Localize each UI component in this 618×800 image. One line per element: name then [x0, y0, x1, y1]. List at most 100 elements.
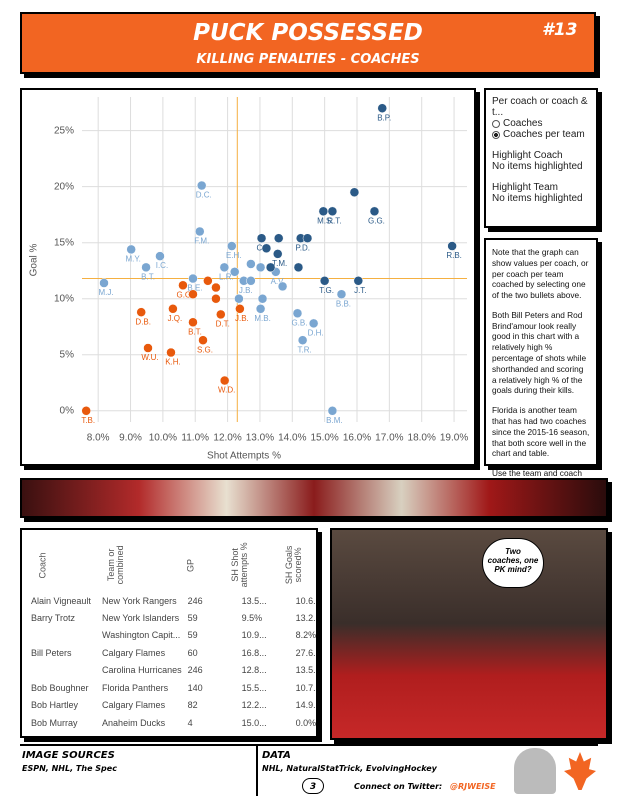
- cell-text: Anaheim Ducks: [102, 735, 165, 736]
- radio[interactable]: [492, 130, 500, 139]
- point: [235, 304, 245, 314]
- cell: 10.6...: [293, 592, 316, 609]
- cell-text: Bill Peters: [31, 647, 72, 658]
- cell-text: 82: [188, 735, 198, 736]
- point-label: R.T.: [327, 216, 341, 225]
- connect: Connect on Twitter:: [354, 782, 443, 791]
- point: [188, 317, 198, 328]
- y-tick-label: 25%: [54, 125, 74, 136]
- point: [188, 273, 198, 284]
- point: [256, 233, 267, 243]
- x-axis-title: Shot Attempts %: [207, 451, 281, 462]
- header-text: Coach: [37, 552, 48, 579]
- cell: Bob Boughner: [28, 679, 99, 697]
- point: [168, 304, 178, 314]
- y-tick-label: 5%: [60, 349, 75, 360]
- point: [277, 281, 288, 292]
- table: Coach Team or combined GP SH Shot attempts …: [28, 532, 316, 736]
- photo-strip: [20, 478, 608, 518]
- header-text: SH Shot attempts %: [229, 542, 250, 588]
- cell-text: Bob Hartley: [31, 700, 79, 711]
- table-panel: Coach Team or combined GP SH Shot attempts …: [20, 528, 318, 738]
- radio-label[interactable]: Coaches per team: [503, 129, 585, 140]
- cell: 246: [185, 662, 239, 680]
- cell: Bob Murray: [28, 714, 99, 732]
- cell: 4: [185, 714, 239, 732]
- cell: Anaheim Ducks: [99, 714, 185, 732]
- point-label: D.H.: [308, 328, 324, 337]
- cell: 12.2...: [239, 697, 293, 715]
- cell: 59: [185, 609, 239, 627]
- point: [219, 375, 230, 386]
- radio-option[interactable]: Coaches per team: [492, 129, 590, 140]
- divider: [256, 746, 258, 796]
- cell: 13.5...: [239, 592, 293, 609]
- cell-text: 13.5...: [241, 595, 267, 606]
- radio-option[interactable]: Coaches: [492, 118, 590, 129]
- cell: 60: [185, 644, 239, 662]
- point: [292, 308, 303, 319]
- cell: [28, 627, 99, 645]
- cell-text: Calgary Flames: [102, 700, 166, 711]
- note: Both Bill Peters and Rod Brind'amour loo…: [492, 309, 587, 396]
- point: [198, 335, 208, 345]
- point: [155, 251, 165, 261]
- cell: 12.8...: [239, 662, 293, 680]
- point: [327, 206, 338, 217]
- cell: 82: [185, 697, 239, 715]
- point-label: B.B.: [336, 299, 351, 308]
- header: PUCK POSSESSED KILLING PENALTIES - COACH…: [20, 12, 596, 74]
- point: [143, 343, 153, 353]
- point: [261, 243, 272, 254]
- point-label: B.P.: [377, 113, 391, 122]
- point: [319, 276, 330, 286]
- cell: Calgary Flames: [99, 697, 185, 715]
- data-sources: NHL, NaturalStatTrick, EvolvingHockey: [262, 764, 437, 773]
- point: [293, 262, 304, 273]
- x-tick-label: 8.0%: [87, 433, 110, 444]
- header-text: Team or combined: [105, 545, 126, 585]
- cell-text: 246: [187, 595, 203, 606]
- filter-panel: Per coach or coach & t... Coaches Coaches…: [484, 88, 598, 228]
- point-label: M.Y.: [125, 255, 140, 264]
- x-tick-label: 12.0%: [213, 433, 241, 444]
- cell: 82: [185, 732, 239, 736]
- cell-text: Washington Capit...: [102, 630, 181, 641]
- cell: Alain Vigneault: [28, 592, 99, 609]
- point: [178, 280, 188, 291]
- point-label: D.C.: [196, 191, 212, 200]
- highlight-coach-value[interactable]: No items highlighted: [492, 161, 583, 172]
- point-label: W.D.: [218, 386, 235, 395]
- point: [265, 262, 276, 273]
- point: [349, 187, 360, 198]
- cell: 13.2...: [293, 609, 316, 627]
- note: Note that the graph can show values per …: [492, 247, 589, 301]
- row: Washington Capit... 59 10.9... 8.2%: [28, 627, 316, 645]
- twitter-handle[interactable]: @RJWEISE: [450, 782, 496, 791]
- note: Florida is another team that has had two…: [492, 405, 590, 459]
- x-tick-label: 17.0%: [375, 433, 403, 444]
- cell-text: Bob Murray: [31, 717, 78, 728]
- point-label: I.C.: [156, 261, 168, 270]
- radio-label[interactable]: Coaches: [503, 118, 543, 129]
- avatar: [514, 748, 556, 794]
- point: [203, 276, 213, 286]
- highlight-team-value[interactable]: No items highlighted: [492, 193, 583, 204]
- cell: 9.5%: [239, 609, 293, 627]
- highlight-coach-label: Highlight Coach: [492, 150, 563, 161]
- cell: Anaheim Ducks: [99, 732, 185, 736]
- point: [211, 282, 221, 293]
- radio[interactable]: [492, 119, 500, 128]
- row: Carolina Hurricanes 246 12.8... 13.5...: [28, 662, 316, 680]
- cell-text: New York Rangers: [102, 595, 177, 606]
- cell: Bill Peters: [28, 644, 99, 662]
- subtitle: KILLING PENALTIES - COACHES: [196, 52, 420, 67]
- issue: #13: [542, 20, 578, 40]
- cell-text: 4: [187, 717, 193, 728]
- cell-text: 15.9...: [296, 735, 316, 736]
- point-label: S.G.: [197, 345, 213, 354]
- row: Bob Hartley Calgary Flames 82 12.2... 14.9..…: [28, 697, 316, 715]
- cell-text: Barry Trotz: [31, 612, 76, 623]
- cell-text: Bruce Boudreau: [31, 735, 96, 736]
- point: [141, 262, 151, 273]
